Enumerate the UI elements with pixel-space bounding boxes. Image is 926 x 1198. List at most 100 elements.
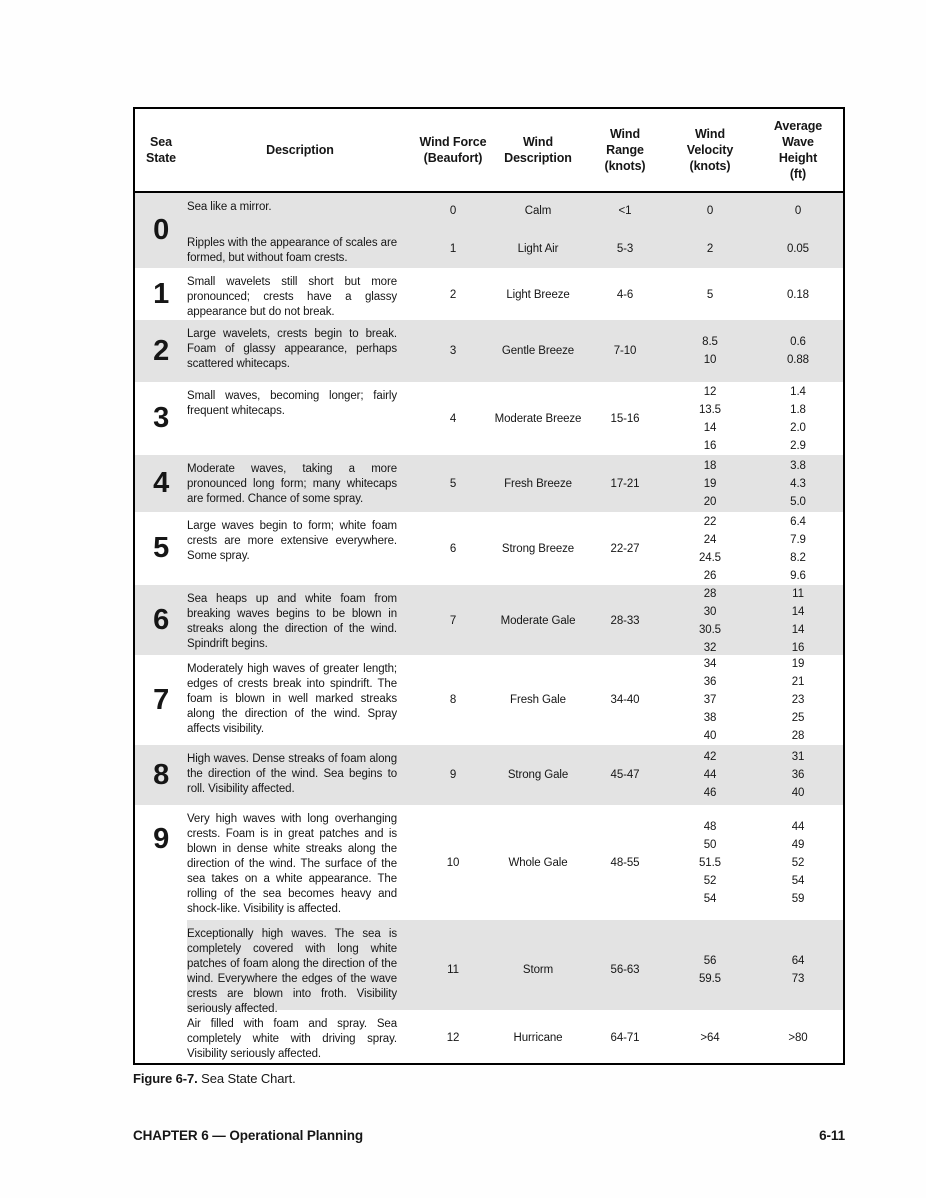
wind-range-cell: 22-27 [610,542,640,555]
sea-state-number: 6 [153,603,169,636]
description-cell: Air filled with foam and spray. Sea comp… [187,1018,397,1060]
wind-range-cell: 7-10 [613,345,637,357]
table-row-sea-state-6: 6 Sea heaps up and white foam from breaki… [135,585,843,655]
wind-velocity-cell: 2 [706,242,714,255]
wave-height-cell: 6.4 7.9 8.2 9.6 [790,515,806,582]
wind-velocity-cell: 8.5 10 [702,336,718,366]
table-subrow: High waves. Dense streaks of foam along … [187,745,843,805]
column-header-wind-velocity: Wind Velocity (knots) [686,127,734,173]
figure-caption-label: Figure 6-7. [133,1071,198,1086]
wind-description-cell: Gentle Breeze [501,345,575,357]
table-row-sea-state-3: 3 Small waves, becoming longer; fairly fr… [135,382,843,455]
wave-height-cell: 0.6 0.88 [787,336,809,366]
wave-height-cell: 11 14 14 16 [791,588,805,654]
wind-range-cell: 45-47 [610,769,640,781]
table-subrow: Air filled with foam and spray. Sea comp… [187,1010,843,1065]
wind-description-cell: Strong Breeze [501,542,575,555]
row-detail-group: Very high waves with long overhanging cr… [187,805,843,920]
column-header-wind-force: Wind Force (Beaufort) [419,135,487,165]
wind-velocity-cell: 18 19 20 [703,459,717,508]
wind-description-cell: Moderate Breeze [494,412,582,425]
sea-state-number: 7 [153,683,169,716]
wind-velocity-cell: 56 59.5 [699,954,721,985]
page-footer: CHAPTER 6 — Operational Planning 6-11 [133,1128,845,1143]
table-row-sea-state-0: 0 Sea like a mirror. 0 Calm <1 0 0 Ripples with… [135,193,843,268]
wind-description-cell: Calm [524,205,552,217]
row-detail-group: Moderately high waves of greater length;… [187,655,843,745]
table-subrow: Large waves begin to form; white foam cr… [187,512,843,585]
table-subrow: Ripples with the appearance of scales ar… [187,229,843,268]
wave-height-cell: 31 36 40 [791,751,805,799]
wind-velocity-cell: 0 [706,205,714,217]
description-cell: Sea heaps up and white foam from breakin… [187,593,397,650]
sea-state-table: Sea State Description Wind Force (Beaufort… [133,107,845,1065]
description-cell: Small waves, becoming longer; fairly fre… [187,390,397,417]
description-cell: Moderate waves, taking a more pronounced… [187,463,397,505]
wind-range-cell: 28-33 [610,615,640,627]
table-row-sea-state-beaufort-11: Exceptionally high waves. The sea is com… [135,920,843,1015]
wind-force-cell: 5 [449,477,457,490]
wave-height-cell: 19 21 23 25 28 [791,658,805,742]
description-cell: High waves. Dense streaks of foam along … [187,753,397,795]
row-detail-group: Sea like a mirror. 0 Calm <1 0 0 Ripples with … [187,193,843,268]
table-row-sea-state-5: 5 Large waves begin to form; white foam c… [135,512,843,585]
wind-force-cell: 4 [449,412,457,425]
description-cell: Sea like a mirror. [187,201,272,213]
row-detail-group: Large waves begin to form; white foam cr… [187,512,843,585]
wind-velocity-cell: 28 30 30.5 32 [699,588,721,654]
table-row-sea-state-8: 8 High waves. Dense streaks of foam along… [135,745,843,805]
table-header-row: Sea State Description Wind Force (Beaufort… [135,109,843,193]
wind-range-cell: 5-3 [616,242,634,255]
table-subrow: Small wavelets still short but more pron… [187,268,843,322]
sea-state-number: 9 [153,823,169,855]
wind-description-cell: Fresh Gale [510,694,566,706]
column-header-wind-description: Wind Description [504,135,572,165]
wind-range-cell: 15-16 [610,412,640,425]
row-detail-group: Exceptionally high waves. The sea is com… [187,920,843,1015]
wind-description-cell: Fresh Breeze [504,477,572,490]
wind-force-cell: 2 [449,289,457,301]
description-cell: Very high waves with long overhanging cr… [187,813,397,915]
wind-description-cell: Light Air [517,242,559,255]
wind-velocity-cell: 22 24 24.5 26 [699,515,721,582]
wind-range-cell: 4-6 [616,289,634,301]
sea-state-number: 2 [153,334,169,367]
wind-description-cell: Moderate Gale [500,615,576,627]
figure-caption-text: Sea State Chart. [201,1071,296,1086]
sea-state-number [135,920,187,1010]
sea-state-number: 5 [153,532,169,564]
table-row-sea-state-7: 7 Moderately high waves of greater length… [135,655,843,745]
wind-range-cell: 17-21 [610,477,640,490]
description-cell: Moderately high waves of greater length;… [187,663,397,735]
wind-description-cell: Hurricane [513,1031,563,1044]
row-detail-group: Air filled with foam and spray. Sea comp… [187,1010,843,1065]
wind-force-cell: 11 [447,963,459,976]
wind-range-cell: 48-55 [610,856,640,869]
table-subrow: Very high waves with long overhanging cr… [187,805,843,920]
wind-velocity-cell: >64 [700,1031,720,1044]
sea-state-number: 8 [153,758,169,791]
wave-height-cell: 64 73 [791,954,805,985]
wind-range-cell: 34-40 [610,694,640,706]
wind-velocity-cell: 48 50 51.5 52 54 [699,820,721,905]
column-header-wind-range: Wind Range (knots) [604,127,646,173]
table-subrow: Sea heaps up and white foam from breakin… [187,585,843,657]
wave-height-cell: 0 [794,205,802,217]
column-header-description: Description [266,143,334,157]
table-row-sea-state-1: 1 Small wavelets still short but more pro… [135,268,843,320]
wind-velocity-cell: 5 [706,289,714,301]
wind-force-cell: 0 [449,205,457,217]
wind-range-cell: <1 [618,205,632,217]
table-subrow: Sea like a mirror. 0 Calm <1 0 0 [187,193,843,229]
wind-force-cell: 7 [449,615,457,627]
wind-description-cell: Storm [522,963,554,976]
wind-force-cell: 10 [446,856,460,869]
row-detail-group: High waves. Dense streaks of foam along … [187,745,843,805]
description-cell: Small wavelets still short but more pron… [187,276,397,318]
column-header-sea-state: Sea State [145,135,177,165]
table-subrow: Large wavelets, crests begin to break. F… [187,320,843,382]
table-row-sea-state-beaufort-12: Air filled with foam and spray. Sea comp… [135,1010,843,1065]
column-header-wave-height: Average Wave Height (ft) [773,119,823,181]
wind-velocity-cell: 12 13.5 14 16 [699,385,721,452]
description-cell: Ripples with the appearance of scales ar… [187,237,397,264]
